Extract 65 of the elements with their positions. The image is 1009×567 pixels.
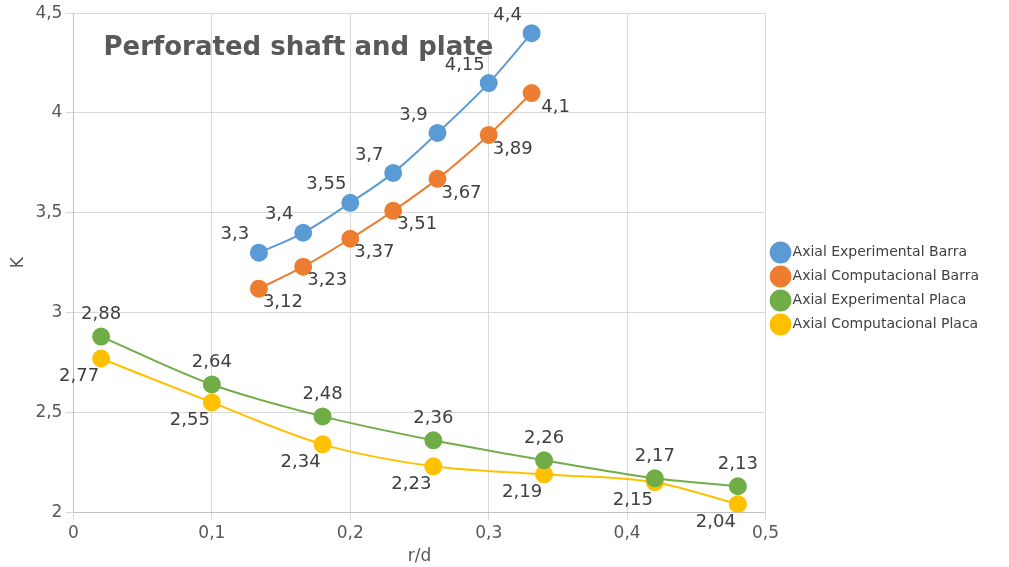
point — [522, 84, 541, 103]
data-label: 3,4 — [264, 202, 294, 224]
data-label: 2,23 — [391, 471, 432, 493]
data-label: 3,7 — [354, 142, 384, 164]
x-tick-label: 0 — [68, 521, 79, 542]
data-label: 2,04 — [695, 509, 736, 531]
data-label: 2,13 — [717, 451, 758, 473]
point — [313, 435, 332, 454]
point — [202, 375, 221, 394]
point — [479, 74, 498, 93]
data-label: 2,36 — [413, 406, 454, 428]
x-tick-label: 0,1 — [198, 521, 226, 542]
data-label: 2,64 — [191, 350, 232, 372]
point — [341, 193, 360, 212]
point — [424, 457, 443, 476]
y-tick-label: 2,5 — [35, 400, 63, 421]
point — [294, 223, 313, 242]
x-tick-label: 0,3 — [475, 521, 503, 542]
legend-label: Axial Experimental Barra — [792, 243, 968, 260]
data-label: 2,15 — [612, 487, 653, 509]
data-label: 2,19 — [502, 479, 543, 501]
y-tick-label: 3,5 — [35, 201, 63, 222]
data-label: 3,51 — [397, 212, 438, 234]
data-label: 4,4 — [493, 2, 522, 24]
data-label: 3,3 — [220, 222, 250, 244]
point — [313, 407, 332, 426]
y-tick-label: 4 — [51, 101, 63, 122]
data-label: 2,77 — [59, 364, 100, 386]
data-label: 2,88 — [81, 302, 122, 324]
x-tick-label: 0,2 — [336, 521, 364, 542]
point — [728, 495, 747, 513]
data-label: 2,34 — [280, 450, 321, 472]
point — [522, 24, 541, 43]
data-label: 3,67 — [441, 180, 482, 202]
x-axis-title: r/d — [407, 545, 432, 566]
point — [728, 477, 747, 496]
data-label: 2,55 — [169, 408, 210, 430]
point — [92, 327, 111, 346]
point — [535, 451, 554, 470]
point — [645, 469, 664, 488]
data-label: 4,1 — [541, 94, 570, 116]
x-tick-label: 0,4 — [613, 521, 641, 542]
point — [428, 123, 447, 142]
point — [424, 431, 443, 450]
data-label: 2,17 — [634, 443, 675, 465]
data-label: 2,48 — [302, 382, 343, 404]
legend-label: Axial Experimental Placa — [792, 291, 967, 308]
data-label: 3,89 — [492, 136, 533, 158]
x-tick-label: 0,5 — [752, 521, 780, 542]
point — [249, 243, 268, 262]
y-tick-label: 4,5 — [35, 1, 63, 22]
point — [384, 163, 403, 182]
data-label: 3,37 — [354, 240, 395, 262]
point — [202, 393, 221, 412]
legend-label: Axial Computacional Placa — [792, 315, 979, 332]
data-label: 3,9 — [399, 102, 428, 124]
y-tick-label: 2 — [51, 500, 63, 521]
y-axis-title: K — [6, 256, 27, 269]
legend-label: Axial Computacional Barra — [792, 267, 979, 284]
data-label: 3,12 — [262, 290, 303, 312]
y-tick-label: 3 — [51, 301, 63, 322]
data-label: 3,55 — [306, 172, 347, 194]
point — [92, 349, 111, 368]
data-label: 2,26 — [524, 425, 565, 447]
data-label: 3,23 — [307, 268, 348, 290]
